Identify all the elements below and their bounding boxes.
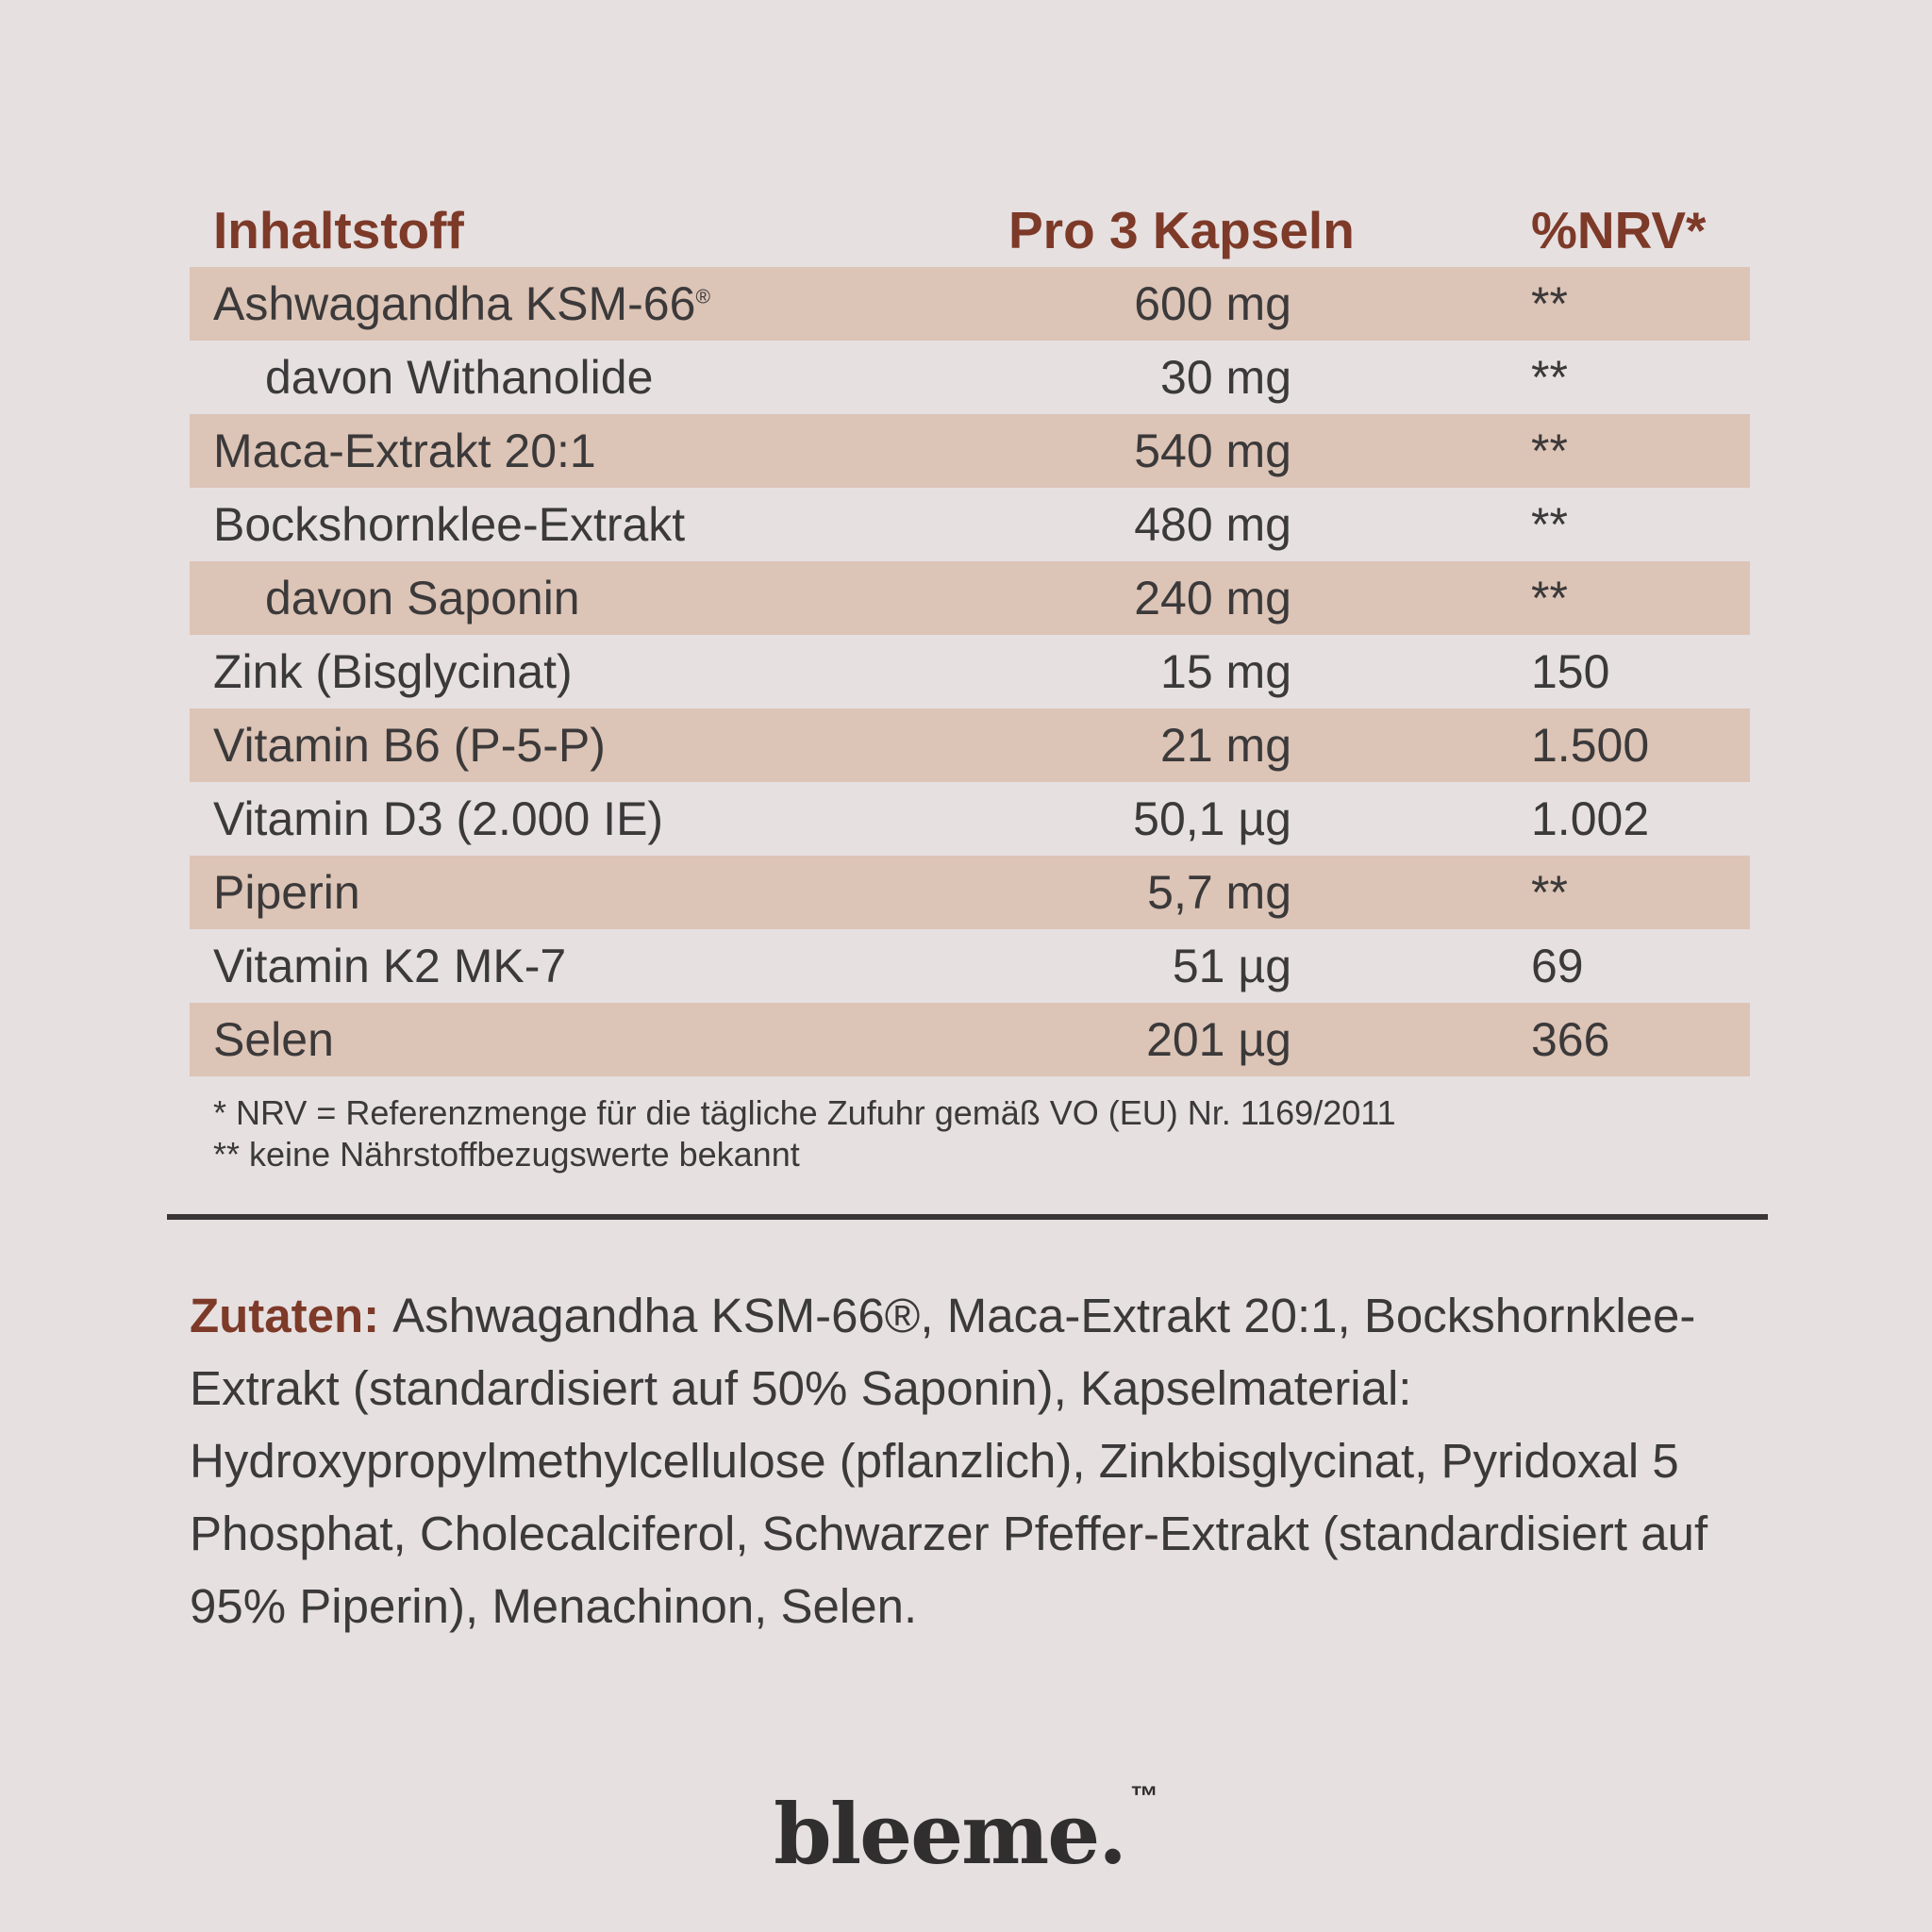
ingredient-name-text: Bockshornklee-Extrakt bbox=[213, 498, 686, 551]
ingredient-name-text: Ashwagandha KSM-66 bbox=[213, 277, 696, 330]
ingredient-name: Ashwagandha KSM-66® bbox=[190, 276, 1008, 331]
ingredient-name-text: Piperin bbox=[213, 866, 360, 919]
table-row: davon Saponin 240 mg ** bbox=[190, 561, 1750, 635]
trademark-symbol: ™ bbox=[1129, 1781, 1158, 1812]
ingredient-nrv: ** bbox=[1531, 572, 1568, 625]
supplement-facts-table: Inhaltstoff Pro 3 Kapseln %NRV* Ashwagan… bbox=[190, 193, 1750, 1076]
ingredient-nrv: 1.002 bbox=[1531, 792, 1650, 845]
ingredient-amount: 51 µg bbox=[1172, 940, 1291, 992]
ingredient-name: Vitamin B6 (P-5-P) bbox=[190, 718, 1008, 773]
ingredient-amount: 50,1 µg bbox=[1133, 792, 1291, 845]
ingredients-paragraph: Zutaten: Ashwagandha KSM-66®, Maca-Extrak… bbox=[190, 1279, 1812, 1642]
ingredient-amount: 540 mg bbox=[1134, 425, 1291, 477]
header-ingredient: Inhaltstoff bbox=[213, 201, 464, 259]
ingredient-amount: 30 mg bbox=[1160, 351, 1291, 404]
ingredient-amount: 240 mg bbox=[1134, 572, 1291, 625]
ingredients-label: Zutaten: bbox=[190, 1289, 380, 1342]
ingredient-name-text: Vitamin D3 (2.000 IE) bbox=[213, 792, 664, 845]
ingredients-text: Ashwagandha KSM-66®, Maca-Extrakt 20:1, … bbox=[190, 1289, 1708, 1633]
ingredient-name: Vitamin D3 (2.000 IE) bbox=[190, 791, 1008, 846]
ingredient-nrv: ** bbox=[1531, 866, 1568, 919]
ingredient-name: Selen bbox=[190, 1012, 1008, 1067]
table-row: Vitamin D3 (2.000 IE) 50,1 µg 1.002 bbox=[190, 782, 1750, 856]
table-row: Bockshornklee-Extrakt 480 mg ** bbox=[190, 488, 1750, 561]
ingredient-amount: 480 mg bbox=[1134, 498, 1291, 551]
table-header-row: Inhaltstoff Pro 3 Kapseln %NRV* bbox=[190, 193, 1750, 267]
table-row: Piperin 5,7 mg ** bbox=[190, 856, 1750, 929]
divider-line bbox=[167, 1214, 1768, 1220]
ingredient-name-text: Maca-Extrakt 20:1 bbox=[213, 425, 596, 477]
ingredient-amount: 600 mg bbox=[1134, 277, 1291, 330]
ingredient-amount: 201 µg bbox=[1146, 1013, 1291, 1066]
ingredient-name-text: Vitamin B6 (P-5-P) bbox=[213, 719, 606, 772]
footnote-nrv-definition: * NRV = Referenzmenge für die tägliche Z… bbox=[213, 1093, 1396, 1132]
table-row: Vitamin B6 (P-5-P) 21 mg 1.500 bbox=[190, 708, 1750, 782]
ingredient-name-text: Zink (Bisglycinat) bbox=[213, 645, 573, 698]
ingredient-nrv: 150 bbox=[1531, 645, 1610, 698]
footnote-no-reference-values: ** keine Nährstoffbezugswerte bekannt bbox=[213, 1135, 800, 1174]
ingredient-name-text: Selen bbox=[213, 1013, 334, 1066]
ingredient-name: davon Saponin bbox=[190, 571, 1008, 625]
ingredient-nrv: ** bbox=[1531, 498, 1568, 551]
ingredient-amount: 5,7 mg bbox=[1147, 866, 1291, 919]
footnotes: * NRV = Referenzmenge für die tägliche Z… bbox=[213, 1092, 1396, 1175]
table-row: Maca-Extrakt 20:1 540 mg ** bbox=[190, 414, 1750, 488]
ingredient-name-text: davon Saponin bbox=[265, 572, 580, 625]
ingredient-name: Bockshornklee-Extrakt bbox=[190, 497, 1008, 552]
ingredient-name-text: Vitamin K2 MK-7 bbox=[213, 940, 567, 992]
ingredient-nrv: ** bbox=[1531, 277, 1568, 330]
ingredient-nrv: 69 bbox=[1531, 940, 1584, 992]
ingredient-amount: 15 mg bbox=[1160, 645, 1291, 698]
ingredient-nrv: 366 bbox=[1531, 1013, 1610, 1066]
header-amount: Pro 3 Kapseln bbox=[1008, 201, 1355, 259]
ingredient-name: Maca-Extrakt 20:1 bbox=[190, 424, 1008, 478]
ingredient-nrv: 1.500 bbox=[1531, 719, 1650, 772]
ingredient-name: Piperin bbox=[190, 865, 1008, 920]
table-row: Ashwagandha KSM-66® 600 mg ** bbox=[190, 267, 1750, 341]
ingredient-table-body: Ashwagandha KSM-66® 600 mg ** davon With… bbox=[190, 267, 1750, 1076]
table-row: Selen 201 µg 366 bbox=[190, 1003, 1750, 1076]
header-nrv: %NRV* bbox=[1531, 201, 1707, 259]
ingredient-name: Vitamin K2 MK-7 bbox=[190, 939, 1008, 993]
table-row: Zink (Bisglycinat) 15 mg 150 bbox=[190, 635, 1750, 708]
ingredient-name: Zink (Bisglycinat) bbox=[190, 644, 1008, 699]
table-row: davon Withanolide 30 mg ** bbox=[190, 341, 1750, 414]
ingredient-name-text: davon Withanolide bbox=[265, 351, 654, 404]
registered-trademark-symbol: ® bbox=[695, 286, 710, 308]
brand-wordmark: bleeme. bbox=[774, 1785, 1127, 1883]
table-row: Vitamin K2 MK-7 51 µg 69 bbox=[190, 929, 1750, 1003]
ingredient-amount: 21 mg bbox=[1160, 719, 1291, 772]
brand-logo: bleeme. ™ bbox=[0, 1781, 1932, 1883]
ingredient-nrv: ** bbox=[1531, 425, 1568, 477]
ingredient-name: davon Withanolide bbox=[190, 350, 1008, 405]
ingredient-nrv: ** bbox=[1531, 351, 1568, 404]
